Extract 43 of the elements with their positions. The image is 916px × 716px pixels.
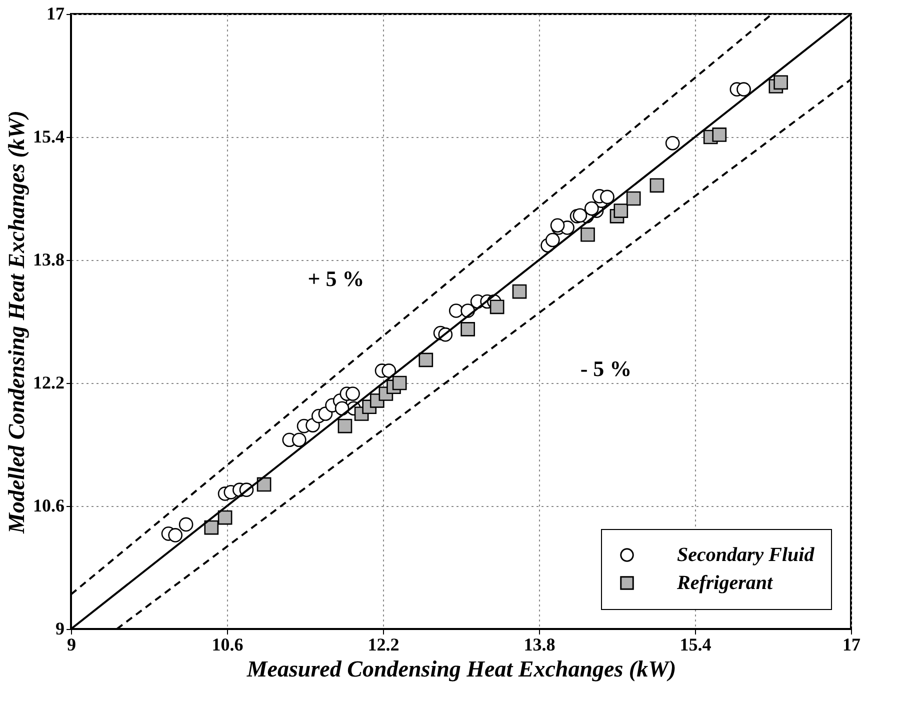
point xyxy=(382,364,396,378)
x-axis-title: Measured Condensing Heat Exchanges (kW) xyxy=(246,656,676,682)
x-tick-label: 15.4 xyxy=(680,634,712,654)
y-axis-title: Modelled Condensing Heat Exchanges (kW) xyxy=(4,110,29,534)
point xyxy=(418,352,434,368)
point xyxy=(614,204,628,218)
point xyxy=(168,528,182,542)
point xyxy=(665,136,680,150)
point xyxy=(448,304,464,318)
point xyxy=(712,128,727,142)
point xyxy=(292,432,306,448)
x-tick-label: 17 xyxy=(842,634,860,654)
point xyxy=(490,300,504,314)
point xyxy=(178,517,194,532)
point xyxy=(774,75,788,90)
point xyxy=(545,232,560,248)
y-tick-label: 10.6 xyxy=(33,496,64,516)
y-tick-label: 9 xyxy=(56,618,64,638)
point xyxy=(600,190,614,204)
annotation: - 5 % xyxy=(580,356,632,381)
point xyxy=(580,227,595,242)
point xyxy=(460,322,475,336)
y-tick-label: 15.4 xyxy=(33,126,64,146)
point xyxy=(512,284,527,299)
point xyxy=(338,418,352,434)
x-tick-label: 10.6 xyxy=(212,634,244,654)
y-tick-label: 12.2 xyxy=(33,372,64,392)
annotation: + 5 % xyxy=(308,266,364,291)
point xyxy=(626,191,641,206)
point xyxy=(204,520,219,535)
point xyxy=(584,201,599,216)
point xyxy=(392,376,407,390)
legend-label: Secondary Fluid xyxy=(677,544,816,566)
point xyxy=(736,82,751,96)
point xyxy=(572,208,588,223)
legend-label: Refrigerant xyxy=(676,572,774,594)
x-tick-label: 13.8 xyxy=(524,634,556,654)
point xyxy=(218,510,232,525)
point xyxy=(650,178,664,193)
y-tick-label: 13.8 xyxy=(33,250,64,270)
x-tick-label: 12.2 xyxy=(368,634,400,654)
point xyxy=(346,386,360,401)
y-tick-label: 17 xyxy=(46,4,64,24)
